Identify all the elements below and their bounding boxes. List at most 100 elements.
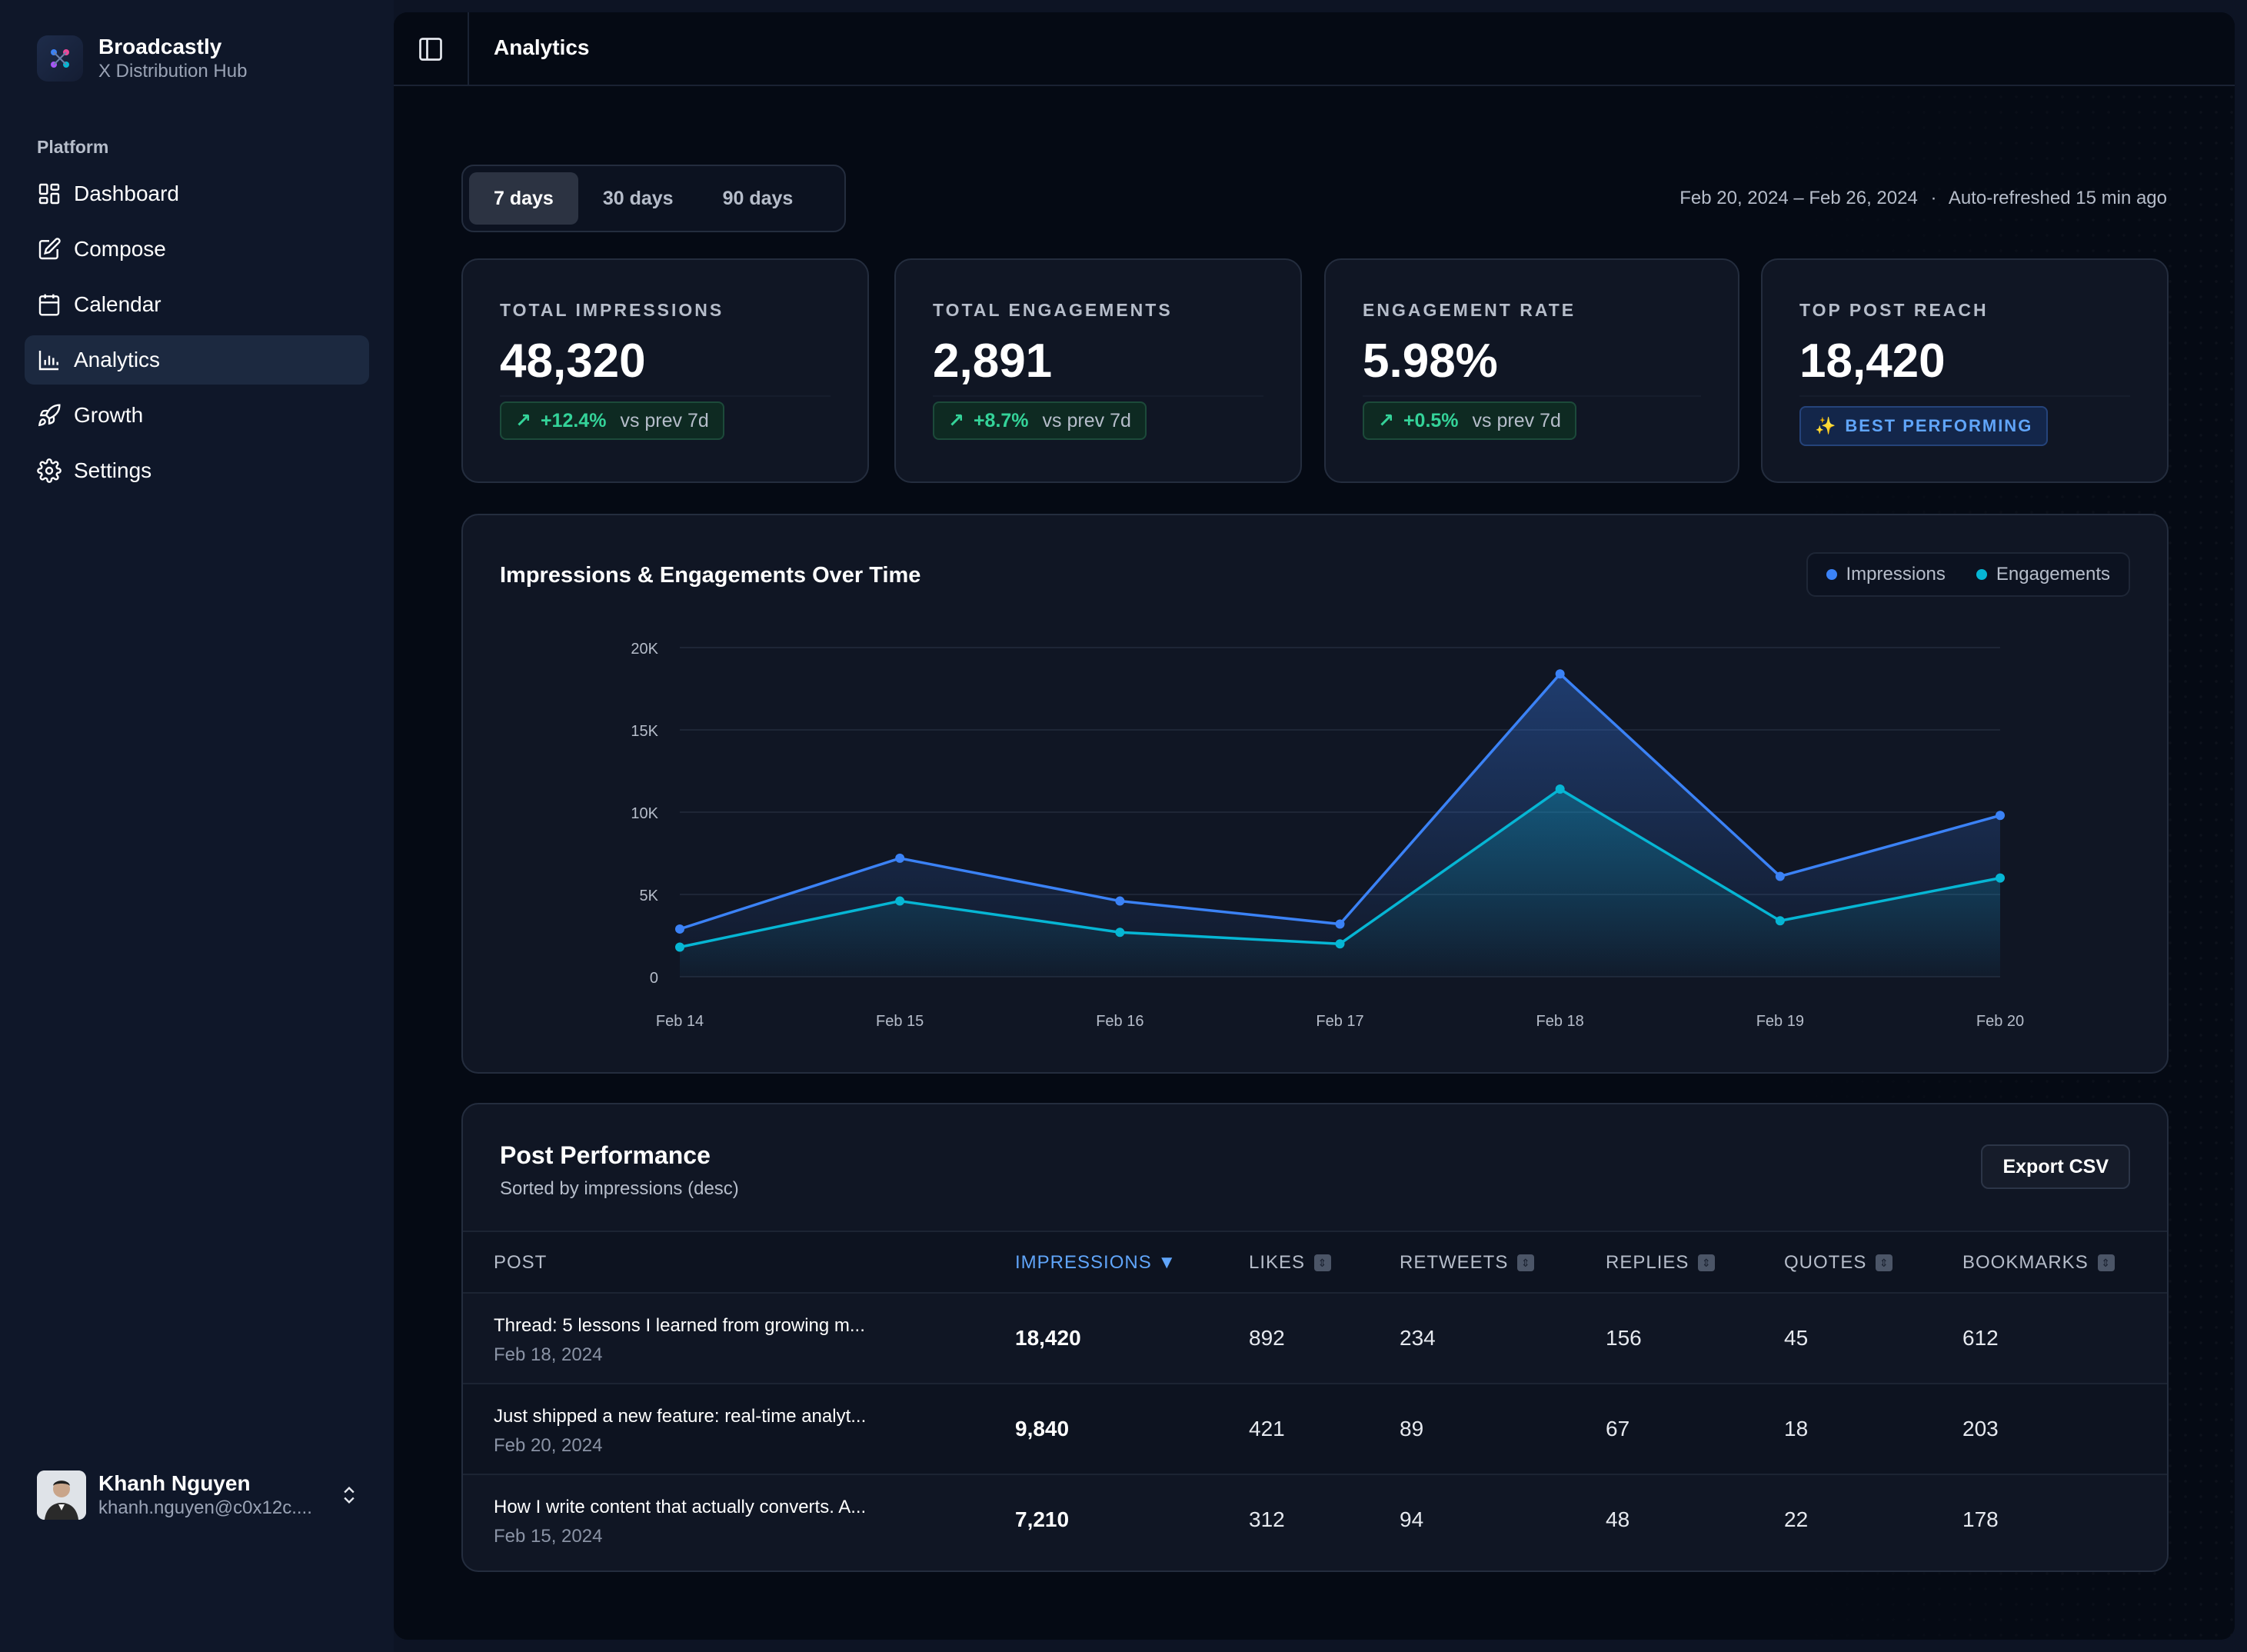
column-header-quotes[interactable]: QUOTES ⇕ — [1784, 1252, 1893, 1274]
badge-label: BEST PERFORMING — [1845, 416, 2033, 435]
calendar-icon — [38, 294, 60, 316]
point-impressions — [675, 924, 684, 934]
topbar-divider — [468, 12, 469, 86]
column-header-retweets[interactable]: RETWEETS ⇕ — [1400, 1252, 1535, 1274]
point-engagements — [1555, 784, 1565, 794]
sidebar-item-calendar[interactable]: Calendar — [25, 280, 369, 329]
post-performance-card: Post Performance Sorted by impressions (… — [461, 1103, 2169, 1572]
sidebar-item-label: Analytics — [74, 348, 161, 371]
sidebar: Broadcastly X Distribution Hub Platform … — [0, 0, 394, 1652]
y-tick-label: 0 — [650, 970, 658, 987]
x-tick-label: Feb 18 — [1536, 1013, 1584, 1030]
table-header: POST IMPRESSIONS ▼ LIKES ⇕ RETWEETS ⇕ RE… — [463, 1231, 2167, 1294]
x-tick-label: Feb 16 — [1096, 1013, 1143, 1030]
point-impressions — [895, 853, 905, 863]
column-label: REPLIES — [1606, 1252, 1689, 1273]
kpi-delta-badge: ↗ +8.7% vs prev 7d — [933, 401, 1147, 440]
table-title: Post Performance — [500, 1141, 711, 1169]
sort-icon: ⇕ — [1517, 1254, 1535, 1271]
kpi-delta: +0.5% — [1403, 409, 1459, 431]
table-row[interactable]: Thread: 5 lessons I learned from growing… — [463, 1294, 2167, 1384]
range-option-7-days[interactable]: 7 days — [469, 172, 578, 225]
column-label: RETWEETS — [1400, 1252, 1509, 1273]
chart-title: Impressions & Engagements Over Time — [500, 563, 921, 588]
column-header-post[interactable]: POST — [494, 1252, 547, 1274]
sidebar-item-analytics[interactable]: Analytics — [25, 335, 369, 385]
sort-icon: ⇕ — [1314, 1254, 1332, 1271]
brand-logo-icon — [37, 35, 83, 82]
point-engagements — [1996, 873, 2005, 883]
likes-cell: 312 — [1249, 1507, 1285, 1531]
y-tick-label: 15K — [631, 723, 658, 740]
column-label: QUOTES — [1784, 1252, 1867, 1273]
range-option-30-days[interactable]: 30 days — [602, 187, 674, 209]
range-option-90-days[interactable]: 90 days — [722, 187, 794, 209]
legend-dot-engagements — [1976, 569, 1987, 580]
table-row[interactable]: How I write content that actually conver… — [463, 1475, 2167, 1566]
table-row[interactable]: Just shipped a new feature: real-time an… — [463, 1384, 2167, 1475]
chart-card: Impressions & Engagements Over Time Impr… — [461, 514, 2169, 1074]
kpi-delta-badge: ↗ +12.4% vs prev 7d — [500, 401, 724, 440]
nav-group-label: Platform — [37, 137, 109, 157]
kpi-divider — [1799, 395, 2130, 397]
main-panel: Analytics 7 days 30 days 90 days Feb 20,… — [394, 12, 2235, 1640]
bookmarks-cell: 612 — [1962, 1326, 1999, 1350]
point-engagements — [1335, 939, 1345, 949]
retweets-cell: 234 — [1400, 1326, 1436, 1350]
column-label: IMPRESSIONS ▼ — [1015, 1252, 1177, 1273]
user-menu[interactable]: Khanh Nguyen khanh.nguyen@c0x12c.... — [37, 1467, 360, 1523]
range-meta: Feb 20, 2024 – Feb 26, 2024 · Auto-refre… — [1679, 188, 2167, 209]
sidebar-item-label: Dashboard — [74, 182, 179, 205]
compose-icon — [38, 238, 61, 260]
post-date: Feb 18, 2024 — [494, 1344, 603, 1365]
kpi-comparison: vs prev 7d — [620, 409, 709, 431]
kpi-delta: +8.7% — [973, 409, 1029, 431]
topbar: Analytics — [394, 12, 2235, 86]
kpi-divider — [933, 395, 1263, 397]
user-name: Khanh Nguyen — [98, 1471, 251, 1495]
user-email: khanh.nguyen@c0x12c.... — [98, 1497, 312, 1518]
legend-label: Engagements — [1996, 564, 2110, 585]
kpi-delta-badge: ↗ +0.5% vs prev 7d — [1363, 401, 1576, 440]
chevron-up-down-icon[interactable] — [338, 1483, 360, 1507]
kpi-delta: +12.4% — [540, 409, 607, 431]
post-date: Feb 15, 2024 — [494, 1526, 603, 1547]
point-impressions — [1555, 669, 1565, 679]
column-header-likes[interactable]: LIKES ⇕ — [1249, 1252, 1332, 1274]
point-engagements — [895, 896, 905, 906]
impressions-cell: 18,420 — [1015, 1326, 1081, 1350]
column-label: POST — [494, 1252, 548, 1273]
legend-item-impressions[interactable]: Impressions — [1826, 564, 1946, 585]
sort-icon: ⇕ — [1876, 1254, 1893, 1271]
x-tick-label: Feb 20 — [1976, 1013, 2024, 1030]
retweets-cell: 89 — [1400, 1417, 1424, 1441]
point-impressions — [1115, 896, 1125, 906]
post-date: Feb 20, 2024 — [494, 1435, 603, 1456]
sidebar-item-label: Compose — [74, 237, 166, 261]
rocket-icon — [38, 404, 61, 427]
point-impressions — [1996, 811, 2005, 821]
replies-cell: 67 — [1606, 1417, 1630, 1441]
sidebar-nav: Dashboard Compose Calendar Analytics — [25, 169, 369, 501]
quotes-cell: 45 — [1784, 1326, 1809, 1350]
brand[interactable]: Broadcastly X Distribution Hub — [37, 34, 247, 83]
sidebar-item-settings[interactable]: Settings — [25, 446, 369, 495]
column-header-impressions[interactable]: IMPRESSIONS ▼ — [1015, 1252, 1177, 1274]
kpi-card-top-post-reach: TOP POST REACH 18,420 ✨ BEST PERFORMING — [1761, 258, 2169, 483]
kpi-label: TOP POST REACH — [1799, 300, 1989, 320]
column-header-bookmarks[interactable]: BOOKMARKS ⇕ — [1962, 1252, 2115, 1274]
sidebar-item-compose[interactable]: Compose — [25, 225, 369, 274]
legend-item-engagements[interactable]: Engagements — [1976, 564, 2110, 585]
kpi-divider — [500, 395, 831, 397]
likes-cell: 892 — [1249, 1326, 1285, 1350]
retweets-cell: 94 — [1400, 1507, 1424, 1531]
sidebar-toggle-icon[interactable] — [417, 35, 444, 63]
sidebar-item-dashboard[interactable]: Dashboard — [25, 169, 369, 218]
sidebar-item-growth[interactable]: Growth — [25, 391, 369, 440]
column-header-replies[interactable]: REPLIES ⇕ — [1606, 1252, 1716, 1274]
export-csv-button[interactable]: Export CSV — [1981, 1144, 2130, 1189]
sort-icon: ⇕ — [1698, 1254, 1716, 1271]
kpi-card-impressions: TOTAL IMPRESSIONS 48,320 ↗ +12.4% vs pre… — [461, 258, 869, 483]
bookmarks-cell: 178 — [1962, 1507, 1999, 1531]
post-text: Just shipped a new feature: real-time an… — [494, 1406, 867, 1427]
